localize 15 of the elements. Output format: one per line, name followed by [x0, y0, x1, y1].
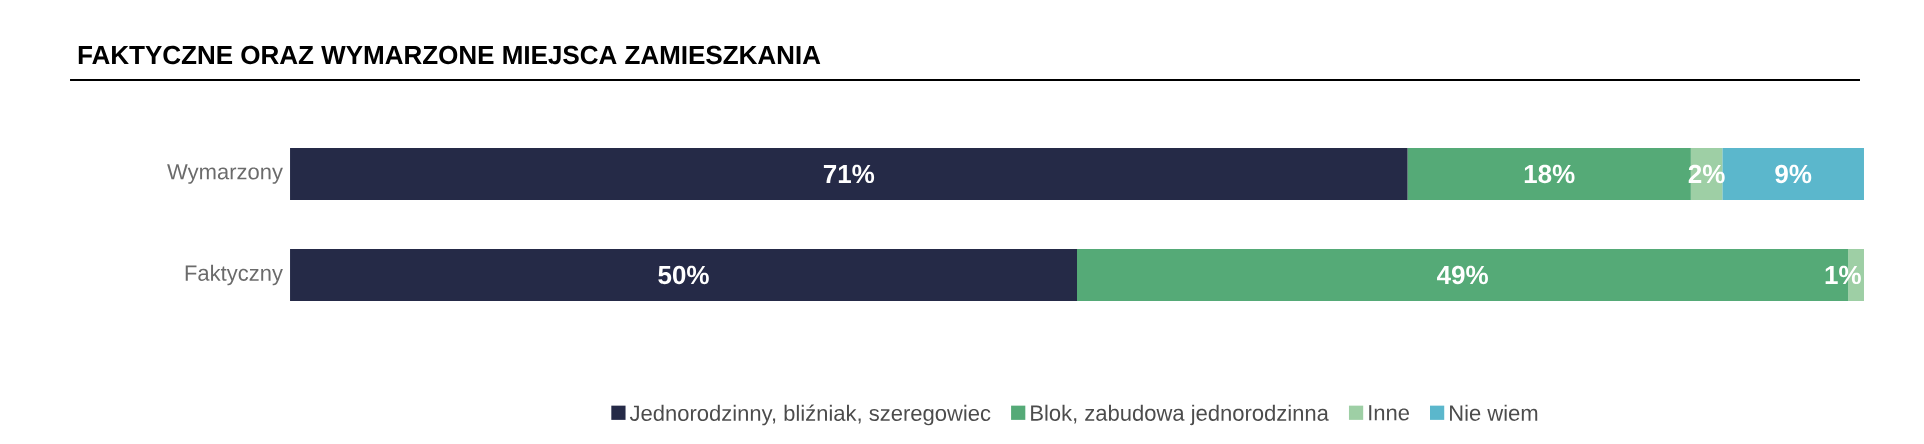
legend-label: Blok, zabudowa jednorodzinna	[1031, 404, 1329, 426]
bar	[290, 147, 1408, 200]
data-label: 1%	[1825, 265, 1861, 285]
y-tick-label: Faktyczny	[185, 264, 283, 286]
data-label: 18%	[1524, 164, 1575, 184]
chart-title: FAKTYCZNE ORAZ WYMARZONE MIEJSCA ZAMIESZKANIA	[78, 45, 821, 65]
data-label: 49%	[1437, 265, 1488, 285]
legend-label: Nie wiem	[1450, 404, 1538, 421]
data-label: 50%	[658, 265, 709, 285]
bar	[290, 248, 1078, 301]
legend-label: Inne	[1369, 405, 1410, 421]
data-label: 9%	[1775, 164, 1812, 184]
data-label: 71%	[823, 164, 875, 184]
legend-label: Jednorodzinny, bliźniak, szeregowiec	[629, 404, 991, 426]
y-tick-label: Wymarzony	[167, 164, 283, 184]
